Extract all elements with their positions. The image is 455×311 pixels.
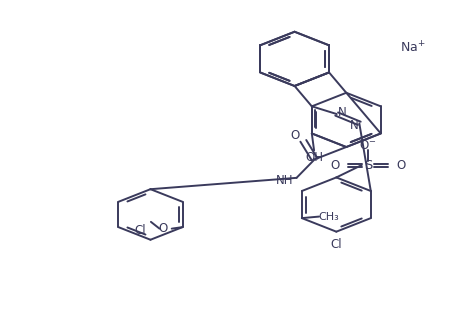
Text: N: N [338, 106, 347, 119]
Text: O: O [331, 159, 340, 172]
Text: Cl: Cl [330, 238, 342, 250]
Text: N: N [349, 119, 358, 132]
Text: Cl: Cl [134, 224, 146, 237]
Text: NH: NH [275, 174, 293, 188]
Text: O: O [158, 222, 168, 235]
Text: Na$^{+}$: Na$^{+}$ [400, 40, 426, 55]
Text: S: S [364, 159, 372, 172]
Text: O: O [396, 159, 405, 172]
Text: CH₃: CH₃ [318, 211, 339, 221]
Text: OH: OH [305, 151, 323, 164]
Text: O: O [291, 129, 300, 142]
Text: O$^{-}$: O$^{-}$ [359, 139, 377, 151]
